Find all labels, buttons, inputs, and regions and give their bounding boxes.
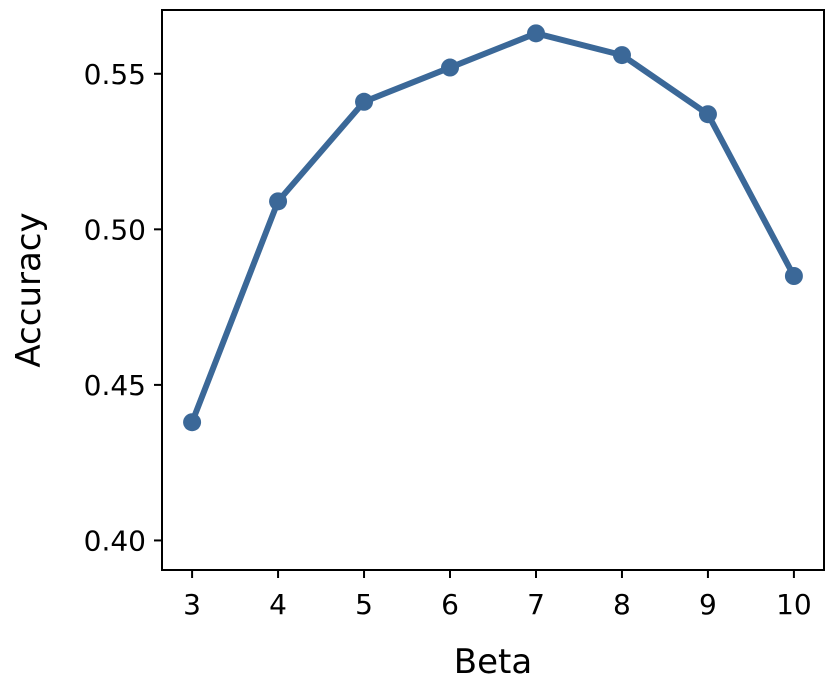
x-tick-label: 4 [269, 588, 287, 621]
data-point [355, 92, 374, 111]
x-tick-label: 8 [613, 588, 631, 621]
plot-frame [161, 9, 825, 571]
y-tick-label: 0.55 [84, 58, 146, 91]
data-point [183, 413, 202, 432]
data-point [612, 46, 631, 65]
data-point [784, 267, 803, 285]
x-tick-label: 5 [355, 588, 373, 621]
data-point [526, 24, 545, 43]
plot-marks [183, 24, 803, 432]
x-axis-label: Beta [454, 642, 532, 682]
data-point [698, 105, 717, 124]
x-tick-label: 3 [183, 588, 201, 621]
axis-ticks: 3 4 5 6 7 8 9 10 0.40 0.45 0.50 0.55 [84, 58, 812, 621]
x-tick-label: 9 [699, 588, 717, 621]
data-point [441, 58, 460, 77]
y-tick-label: 0.50 [84, 213, 146, 246]
y-tick-label: 0.40 [84, 524, 146, 557]
x-tick-label: 6 [441, 588, 459, 621]
x-tick-label: 10 [776, 588, 812, 621]
x-tick-label: 7 [527, 588, 545, 621]
y-axis-label: Accuracy [9, 212, 49, 367]
series-line [189, 30, 797, 426]
data-point [269, 192, 288, 211]
y-tick-label: 0.45 [84, 369, 146, 402]
